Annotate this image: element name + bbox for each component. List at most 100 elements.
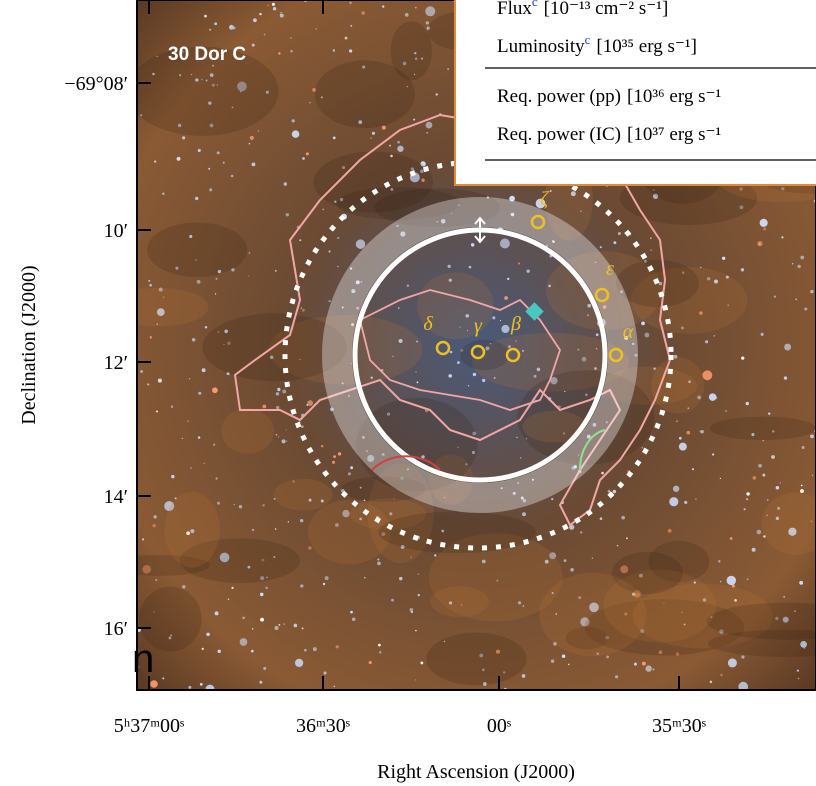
row-name: Req. power (pp) <box>497 86 621 107</box>
star <box>746 498 748 500</box>
star <box>804 307 807 310</box>
star <box>650 237 652 239</box>
star <box>378 644 381 647</box>
star <box>420 662 423 665</box>
star <box>720 674 723 677</box>
star <box>564 559 567 562</box>
star <box>615 675 618 678</box>
star <box>283 623 285 625</box>
star <box>215 477 217 479</box>
star <box>286 441 287 442</box>
star <box>762 474 765 477</box>
star <box>447 68 449 70</box>
star <box>679 437 682 440</box>
star <box>276 434 278 436</box>
star <box>753 476 756 479</box>
star <box>507 278 509 280</box>
star <box>301 425 304 428</box>
star <box>263 667 266 670</box>
star <box>645 665 651 671</box>
table-row: Req. power (IC)[10³⁷ erg s⁻¹ <box>497 124 721 145</box>
star <box>592 558 593 559</box>
star <box>158 379 162 383</box>
star <box>522 512 526 516</box>
star <box>372 132 375 135</box>
star <box>204 15 207 18</box>
star <box>436 93 438 95</box>
star <box>286 429 287 430</box>
star <box>234 504 235 505</box>
star <box>251 650 254 653</box>
star <box>350 611 353 614</box>
star <box>768 412 770 414</box>
star <box>500 320 501 321</box>
star <box>333 137 336 140</box>
star <box>324 672 327 675</box>
star <box>290 50 293 53</box>
star <box>223 162 225 164</box>
star <box>516 437 517 438</box>
row-note: c <box>532 0 538 9</box>
star <box>468 385 469 386</box>
marker-label: α <box>623 321 634 343</box>
star <box>149 284 152 287</box>
star <box>258 130 259 131</box>
star <box>762 440 764 442</box>
star <box>250 136 254 140</box>
star <box>568 664 570 666</box>
star <box>783 596 785 598</box>
y-tick-label: 10′ <box>104 220 128 242</box>
star <box>407 285 409 287</box>
star <box>345 37 348 40</box>
star <box>350 25 352 27</box>
marker-label: γ <box>474 315 483 337</box>
star <box>275 528 277 530</box>
star <box>197 280 201 284</box>
nebula-patch <box>426 633 526 685</box>
star <box>140 370 143 373</box>
star <box>800 256 804 260</box>
star <box>249 143 251 145</box>
y-tick-label: 16′ <box>104 618 128 640</box>
star <box>361 11 364 14</box>
table-row: Fluxc[10⁻¹³ cm⁻² s⁻¹] <box>497 0 668 19</box>
star <box>600 517 603 520</box>
table-row: Luminosityc[10³⁵ erg s⁻¹] <box>497 32 697 57</box>
star <box>306 152 309 155</box>
star <box>162 193 164 195</box>
star <box>156 410 158 412</box>
star <box>190 467 192 469</box>
star <box>391 599 394 602</box>
star <box>350 466 353 469</box>
table: Fluxc[10⁻¹³ cm⁻² s⁻¹] Luminosityc[10³⁵ er… <box>455 0 816 185</box>
nebula-patch <box>313 152 433 213</box>
star <box>730 537 733 540</box>
star <box>278 52 281 55</box>
star <box>356 239 366 249</box>
star <box>473 373 476 376</box>
star <box>147 383 149 385</box>
star <box>728 658 737 667</box>
star <box>798 678 800 680</box>
star <box>198 392 201 395</box>
star <box>425 6 435 16</box>
star <box>725 410 727 412</box>
star <box>800 489 804 493</box>
star <box>692 468 694 470</box>
star <box>405 13 409 17</box>
star <box>338 452 341 455</box>
nebula-patch <box>110 288 209 326</box>
star <box>302 628 304 630</box>
star <box>252 44 255 47</box>
star <box>301 308 302 309</box>
star <box>209 188 212 191</box>
star <box>153 524 156 527</box>
star <box>322 208 324 210</box>
star <box>799 581 803 585</box>
star <box>148 280 150 282</box>
star <box>679 443 687 451</box>
star <box>337 266 338 267</box>
star <box>752 548 756 552</box>
star <box>192 338 196 342</box>
star <box>797 669 799 671</box>
